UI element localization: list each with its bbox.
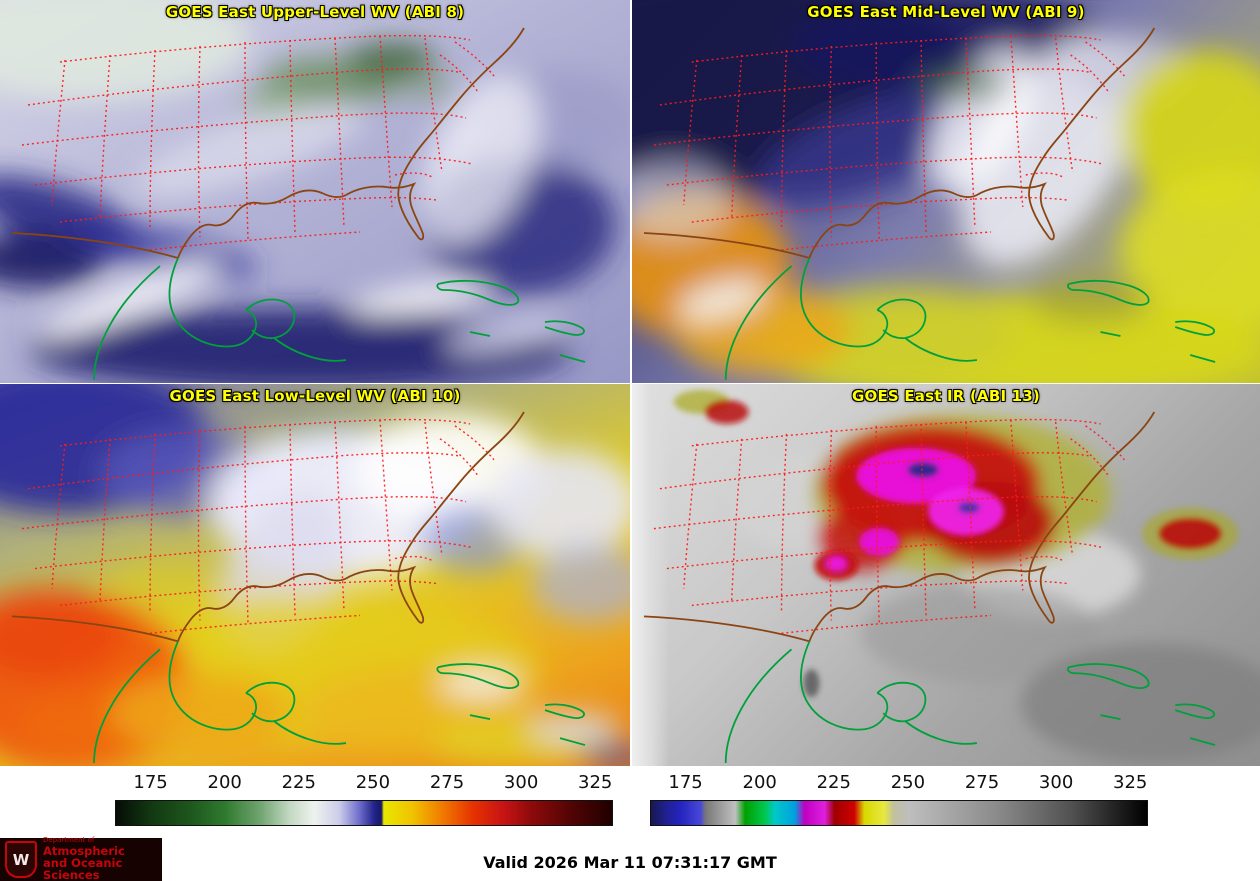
- colorbar-ir: [650, 800, 1148, 826]
- low-level-wv-imagery: [0, 384, 630, 766]
- ir-imagery: [673, 389, 1260, 763]
- colorbar-tick-label: 225: [816, 772, 851, 793]
- footer: Valid 2026 Mar 11 07:31:17 GMT: [0, 845, 1260, 881]
- logo-line-department-of: Department of: [43, 836, 95, 845]
- aos-department-logo: W Department of Atmospheric and Oceanic …: [0, 837, 162, 881]
- colorbar-wv-ticks: 175 200 225 250 275 300 325: [115, 766, 613, 796]
- logo-line-oceanic: and Oceanic Sciences: [43, 856, 123, 881]
- panel-upper-level-wv: GOES East Upper-Level WV (ABI 8): [0, 0, 630, 383]
- map-boundaries-overlay: [643, 411, 1217, 764]
- colorbar-tick-label: 275: [964, 772, 1000, 793]
- panel-title-low-level-wv: GOES East Low-Level WV (ABI 10): [169, 387, 461, 405]
- colorbar-wv: [115, 800, 613, 826]
- mid-level-wv-imagery: [632, 0, 1260, 383]
- panel-low-level-wv: GOES East Low-Level WV (ABI 10): [0, 383, 630, 766]
- uw-crest-icon: W: [5, 841, 37, 878]
- colorbar-tick-label: 325: [578, 772, 613, 793]
- panel-title-mid-level-wv: GOES East Mid-Level WV (ABI 9): [807, 3, 1085, 21]
- map-boundaries-overlay: [11, 27, 586, 381]
- colorbar-tick-label: 300: [503, 772, 539, 793]
- colorbar-wv-block: 175 200 225 250 275 300 325: [115, 766, 613, 845]
- panel-title-upper-level-wv: GOES East Upper-Level WV (ABI 8): [165, 3, 465, 21]
- legend-row: 175 200 225 250 275 300 325 175 200 225 250 275 300…: [0, 766, 1260, 845]
- panel-ir: GOES East IR (ABI 13): [630, 383, 1260, 766]
- colorbar-tick-label: 175: [668, 772, 703, 793]
- colorbar-tick-label: 225: [281, 772, 316, 793]
- upper-level-wv-imagery: [0, 0, 630, 383]
- colorbar-ir-ticks: 175 200 225 250 275 300 325: [650, 766, 1148, 796]
- colorbar-ir-block: 175 200 225 250 275 300 325: [650, 766, 1148, 845]
- colorbar-tick-label: 250: [890, 772, 926, 793]
- colorbar-tick-label: 300: [1038, 772, 1074, 793]
- map-boundaries-overlay: [643, 27, 1217, 381]
- logo-text: Department of Atmospheric and Oceanic Sc…: [43, 837, 157, 881]
- panel-mid-level-wv: GOES East Mid-Level WV (ABI 9): [630, 0, 1260, 383]
- colorbar-tick-label: 200: [742, 772, 777, 793]
- colorbar-tick-label: 275: [429, 772, 465, 793]
- logo-line-atmospheric: Atmospheric: [43, 843, 125, 858]
- panel-grid: GOES East Upper-Level WV (ABI 8): [0, 0, 1260, 766]
- colorbar-tick-label: 250: [355, 772, 391, 793]
- map-boundaries-overlay: [11, 411, 586, 764]
- colorbar-tick-label: 200: [207, 772, 242, 793]
- panel-title-ir: GOES East IR (ABI 13): [851, 387, 1040, 405]
- valid-time-text: Valid 2026 Mar 11 07:31:17 GMT: [483, 853, 777, 872]
- colorbar-tick-label: 325: [1113, 772, 1148, 793]
- colorbar-tick-label: 175: [133, 772, 168, 793]
